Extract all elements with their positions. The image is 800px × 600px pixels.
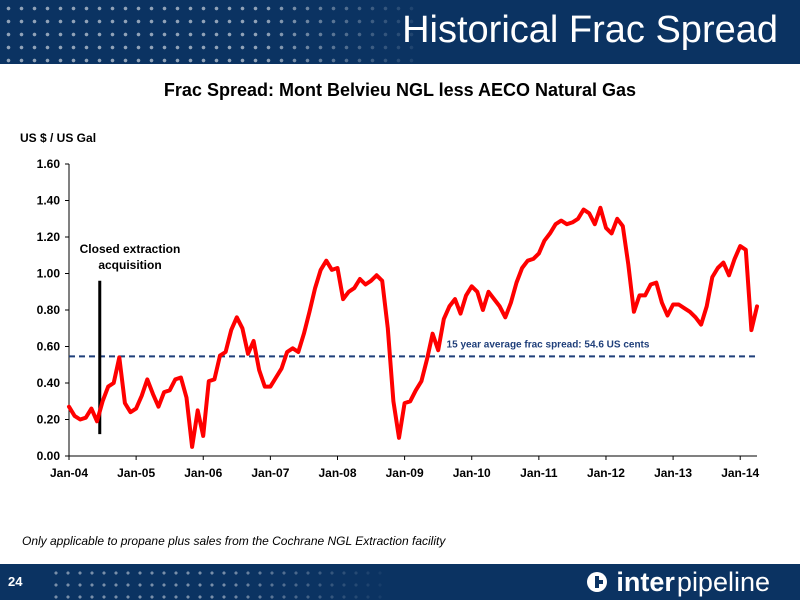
y-tick-label: 1.00 <box>37 267 61 281</box>
acquisition-annotation-text: Closed extraction <box>80 242 181 256</box>
inter-pipeline-logo: inter pipeline <box>586 566 770 598</box>
acquisition-annotation-text: acquisition <box>98 258 161 272</box>
y-tick-label: 0.80 <box>37 303 61 317</box>
y-tick-label: 0.60 <box>37 340 61 354</box>
header-bar: Historical Frac Spread <box>0 0 800 64</box>
footnote: Only applicable to propane plus sales fr… <box>22 534 446 548</box>
x-tick-label: Jan-13 <box>654 466 692 480</box>
x-tick-label: Jan-11 <box>520 466 558 480</box>
x-tick-label: Jan-04 <box>50 466 88 480</box>
y-tick-label: 0.00 <box>37 449 61 463</box>
frac-spread-chart: US $ / US Gal 0.00 0.20 0.40 0.60 0.80 1.00 1.2… <box>20 131 760 480</box>
y-tick-label: 1.60 <box>37 157 61 171</box>
x-tick-label: Jan-14 <box>721 466 759 480</box>
footer-bar: 24 inter pipeline <box>0 564 800 600</box>
inter-pipeline-logo-icon <box>587 572 608 592</box>
x-tick-label: Jan-09 <box>386 466 424 480</box>
chart-title: Frac Spread: Mont Belvieu NGL less AECO … <box>163 80 637 100</box>
page-number: 24 <box>8 574 23 589</box>
x-tick-label: Jan-12 <box>587 466 625 480</box>
y-tick-label: 0.40 <box>37 376 61 390</box>
logo-text-pipeline: pipeline <box>676 566 770 597</box>
y-axis-label: US $ / US Gal <box>20 131 96 145</box>
x-tick-label: Jan-06 <box>184 466 222 480</box>
frac-spread-series-line <box>67 205 759 449</box>
y-tick-label: 0.20 <box>37 413 61 427</box>
slide-title: Historical Frac Spread <box>402 9 778 51</box>
y-tick-label: 1.20 <box>37 230 61 244</box>
x-tick-label: Jan-05 <box>117 466 155 480</box>
x-tick-label: Jan-07 <box>251 466 289 480</box>
logo-text-inter: inter <box>616 566 675 597</box>
y-tick-label: 1.40 <box>37 194 61 208</box>
x-tick-label: Jan-10 <box>453 466 491 480</box>
average-reference-label: 15 year average frac spread: 54.6 US cen… <box>447 340 650 351</box>
x-tick-label: Jan-08 <box>318 466 356 480</box>
